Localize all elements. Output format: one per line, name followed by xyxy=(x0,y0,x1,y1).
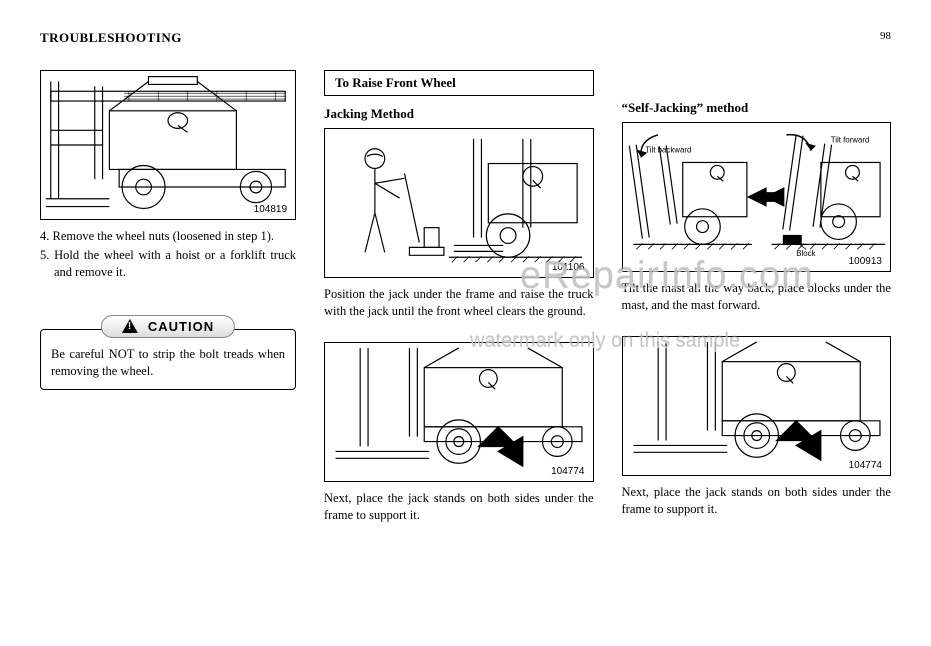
figure-jack-stands-right: 104774 xyxy=(622,336,891,476)
spacer xyxy=(622,70,891,100)
content-columns: 104819 4. Remove the wheel nuts (loosene… xyxy=(40,70,891,546)
block-label: Block xyxy=(796,249,815,258)
figure-id: 101106 xyxy=(550,262,587,273)
page-number: 98 xyxy=(880,30,891,46)
caution-text: Be careful NOT to strip the bolt treads … xyxy=(51,346,285,380)
person-jacking-forklift-icon xyxy=(325,129,592,277)
caution-box: CAUTION Be careful NOT to strip the bolt… xyxy=(40,329,296,391)
page-header: TROUBLESHOOTING 98 xyxy=(40,30,891,46)
column-right: “Self-Jacking” method xyxy=(622,70,891,546)
figure-forklift-wheel-removal: 104819 xyxy=(40,70,296,220)
step-item: 5. Hold the wheel with a hoist or a fork… xyxy=(54,247,296,281)
column-left: 104819 4. Remove the wheel nuts (loosene… xyxy=(40,70,296,546)
boxed-title: To Raise Front Wheel xyxy=(324,70,593,96)
figure-caption: Next, place the jack stands on both side… xyxy=(324,490,593,524)
forklift-jackstand-icon xyxy=(325,343,592,481)
figure-jacking-method: 101106 xyxy=(324,128,593,278)
figure-self-jacking: Tilt backward Tilt forward Block 100913 xyxy=(622,122,891,272)
figure-id: 104774 xyxy=(847,460,884,471)
section-title: TROUBLESHOOTING xyxy=(40,30,182,46)
step-item: 4. Remove the wheel nuts (loosened in st… xyxy=(54,228,296,245)
caution-badge: CAUTION xyxy=(101,315,235,338)
figure-caption: Next, place the jack stands on both side… xyxy=(622,484,891,518)
figure-id: 104774 xyxy=(549,466,586,477)
warning-triangle-icon xyxy=(122,319,138,333)
figure-id: 104819 xyxy=(252,204,289,215)
column-middle: To Raise Front Wheel Jacking Method xyxy=(324,70,593,546)
self-jacking-tilt-icon: Tilt backward Tilt forward Block xyxy=(623,123,890,271)
caution-label: CAUTION xyxy=(148,319,214,334)
figure-jack-stands: 104774 xyxy=(324,342,593,482)
figure-id: 100913 xyxy=(847,256,884,267)
tilt-backward-label: Tilt backward xyxy=(645,146,691,155)
subhead-jacking: Jacking Method xyxy=(324,106,593,122)
figure-caption: Position the jack under the frame and ra… xyxy=(324,286,593,320)
forklift-line-art-icon xyxy=(41,71,295,219)
subhead-self-jacking: “Self-Jacking” method xyxy=(622,100,891,116)
figure-caption: Tilt the mast all the way back, place bl… xyxy=(622,280,891,314)
step-list: 4. Remove the wheel nuts (loosened in st… xyxy=(40,228,296,283)
tilt-forward-label: Tilt forward xyxy=(830,136,869,145)
forklift-jackstand-icon xyxy=(623,337,890,475)
